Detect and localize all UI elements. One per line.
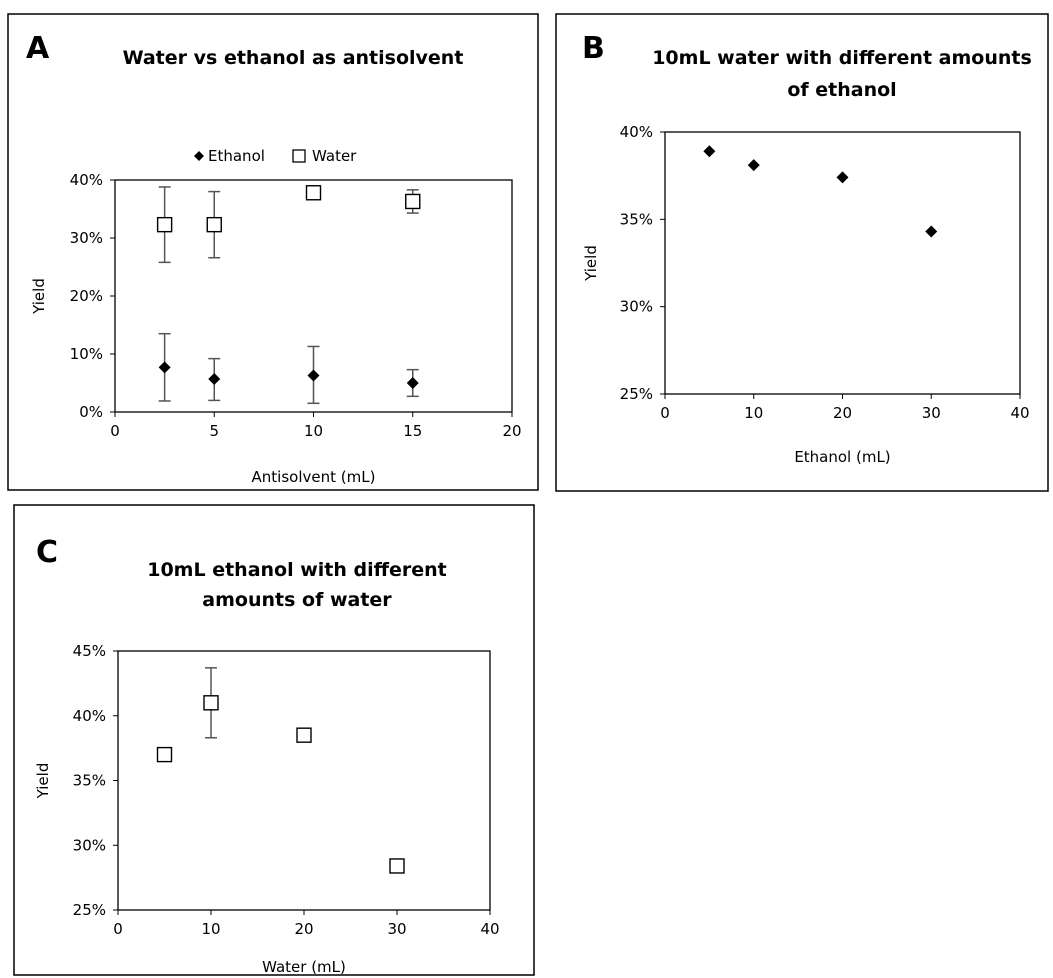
x-tick-label: 10 (744, 404, 763, 422)
water-point (405, 193, 421, 210)
panel-b: B 10mL water with different amounts of eth… (582, 31, 1032, 466)
y-tick-label: 30% (73, 836, 106, 854)
ethanol-point (158, 361, 171, 374)
x-tick-label: 10 (304, 422, 323, 440)
panel-a: A Water vs ethanol as antisolvent 0 5 10 15 20… (26, 31, 522, 486)
y-tick-label: 45% (73, 642, 106, 660)
x-axis-label: Antisolvent (mL) (252, 468, 376, 486)
chart-title-line: 10mL water with different amounts (652, 47, 1032, 69)
y-tick-label: 25% (73, 901, 106, 919)
legend-marker-water (292, 149, 306, 163)
panel-a-frame (7, 13, 539, 491)
series-point (925, 225, 938, 238)
y-tick-label: 40% (620, 123, 653, 141)
y-tick-label: 30% (620, 298, 653, 316)
y-tick-label: 40% (73, 707, 106, 725)
series-point (203, 695, 219, 711)
x-tick-label: 40 (1010, 404, 1029, 422)
y-axis-label: Yield (34, 763, 52, 800)
y-axis-label: Yield (30, 278, 48, 315)
chart-title: Water vs ethanol as antisolvent (123, 47, 464, 69)
x-tick-label: 10 (201, 920, 220, 938)
x-tick-label: 40 (480, 920, 499, 938)
series-point (836, 171, 849, 184)
x-tick-label: 0 (660, 404, 670, 422)
panel-letter: B (582, 31, 605, 66)
x-tick-label: 20 (502, 422, 521, 440)
series-point (703, 145, 716, 158)
water-point (305, 185, 322, 201)
y-tick-label: 0% (79, 403, 103, 421)
x-tick-label: 0 (110, 422, 120, 440)
panel-c: C 10mL ethanol with different amounts of w… (34, 535, 500, 976)
water-point (156, 216, 173, 233)
x-tick-label: 15 (403, 422, 422, 440)
x-axis-label: Water (mL) (262, 958, 346, 976)
water-point (206, 216, 222, 233)
x-tick-label: 20 (833, 404, 852, 422)
ethanol-point (208, 372, 221, 385)
panel-letter: C (36, 535, 58, 570)
y-tick-label: 20% (70, 287, 103, 305)
series-point (156, 746, 173, 763)
plot-area (664, 131, 1021, 395)
x-tick-label: 0 (113, 920, 123, 938)
chart-title-line: amounts of water (202, 589, 392, 611)
legend-marker-ethanol (194, 151, 204, 161)
chart-title-line: 10mL ethanol with different (147, 559, 447, 581)
y-tick-label: 30% (70, 229, 103, 247)
panel-letter: A (26, 31, 50, 66)
x-tick-label: 20 (294, 920, 313, 938)
series-point (296, 727, 312, 743)
y-axis-label: Yield (582, 245, 600, 282)
ethanol-point (307, 369, 320, 382)
y-tick-label: 35% (73, 772, 106, 790)
x-tick-label: 30 (387, 920, 406, 938)
legend-label: Water (312, 147, 357, 165)
panel-b-frame (555, 13, 1049, 492)
legend-label: Ethanol (208, 147, 265, 165)
chart-title-line: of ethanol (787, 79, 896, 101)
x-axis-label: Ethanol (mL) (794, 448, 890, 466)
panel-c-frame (13, 504, 535, 976)
y-tick-label: 40% (70, 171, 103, 189)
y-tick-label: 10% (70, 345, 103, 363)
plot-area (117, 650, 491, 911)
series-point (747, 159, 760, 172)
ethanol-point (406, 377, 419, 389)
x-tick-label: 5 (209, 422, 219, 440)
y-tick-label: 35% (620, 210, 653, 228)
y-tick-label: 25% (620, 385, 653, 403)
series-point (389, 858, 405, 874)
x-tick-label: 30 (922, 404, 941, 422)
